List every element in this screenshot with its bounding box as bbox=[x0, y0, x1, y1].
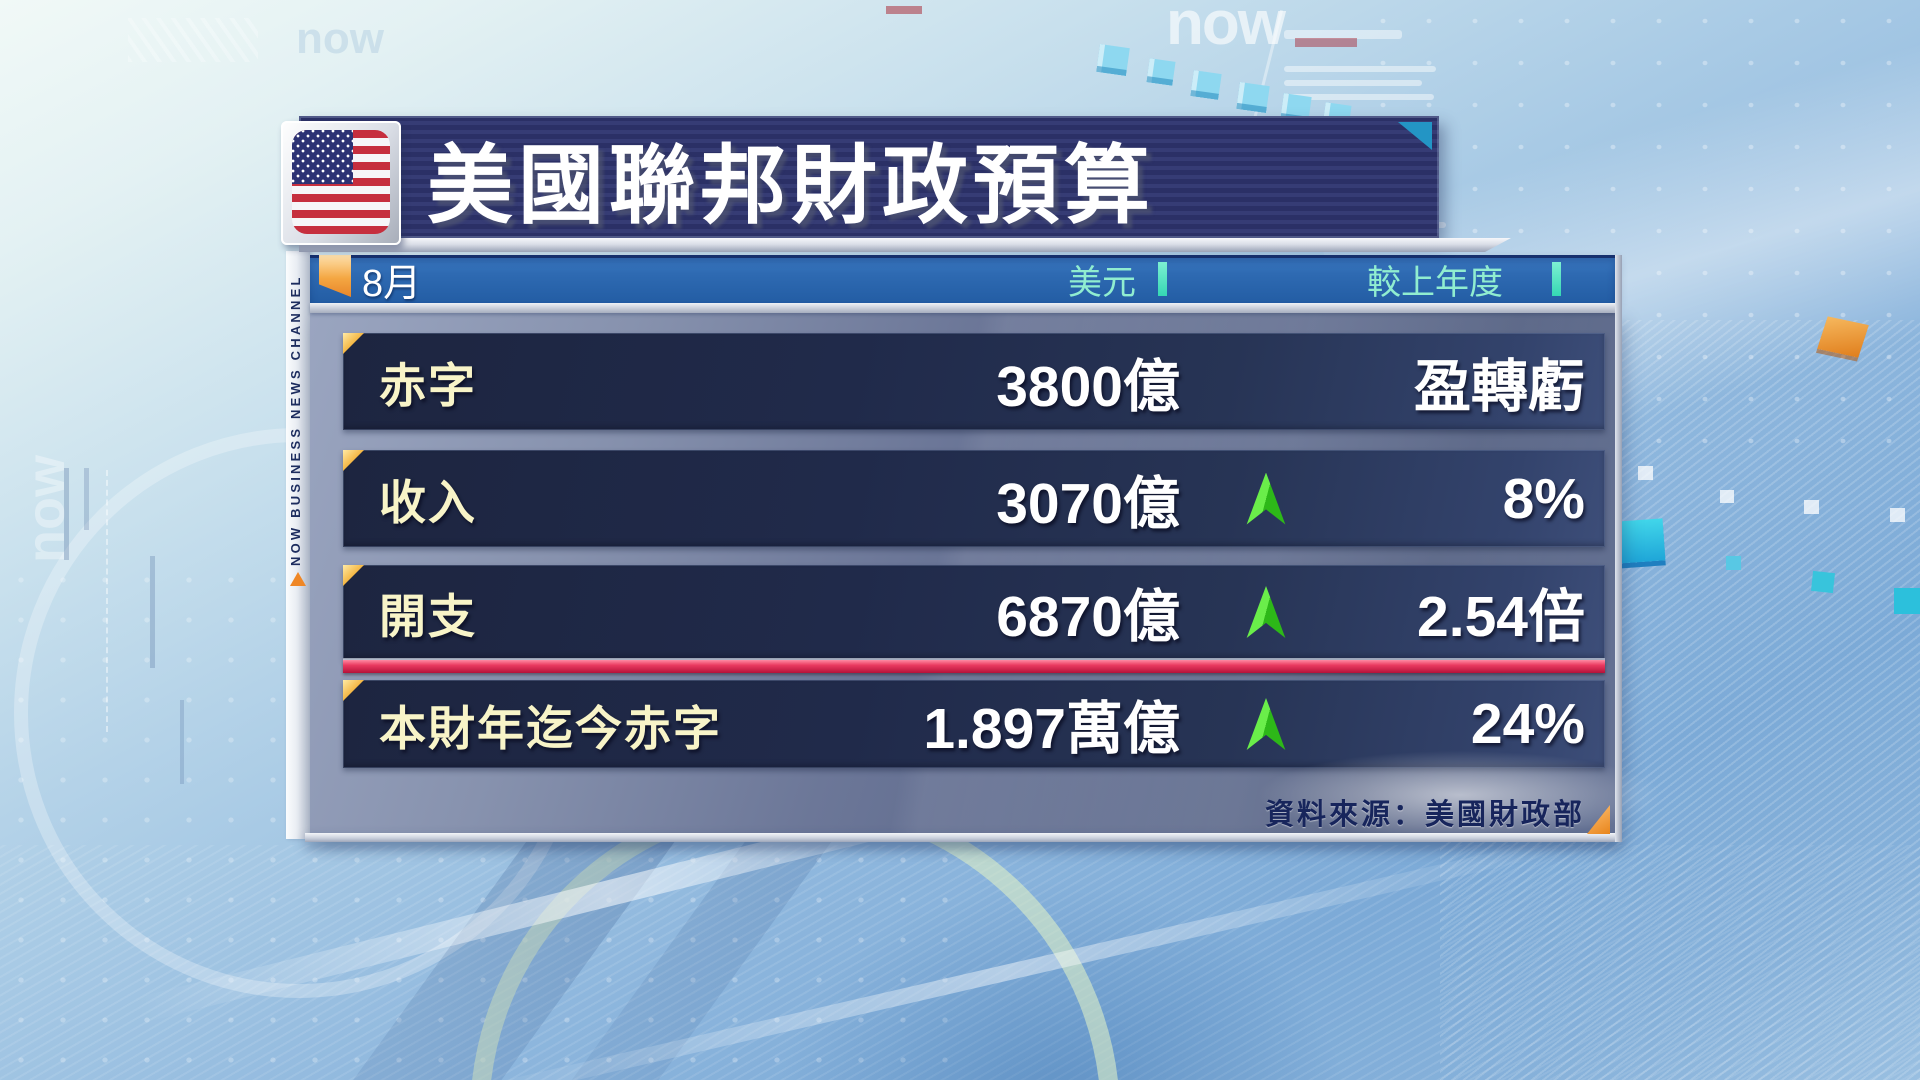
channel-strip bbox=[286, 251, 310, 839]
white-square-icon bbox=[1804, 500, 1819, 514]
channel-label: NOW BUSINESS NEWS CHANNEL bbox=[288, 274, 303, 566]
row-label: 赤字 bbox=[379, 359, 477, 412]
bg-dash-pattern bbox=[128, 18, 258, 62]
us-flag-canton bbox=[292, 130, 353, 185]
cube-icon bbox=[1236, 82, 1270, 113]
table-row: 收入 3070億 8% bbox=[343, 450, 1605, 547]
teal-square-icon bbox=[1894, 588, 1920, 614]
row-change: 24% bbox=[1470, 692, 1585, 756]
bookmark-icon bbox=[319, 255, 351, 297]
bg-faint-text-line bbox=[1284, 30, 1402, 39]
bg-side-text-column bbox=[150, 556, 155, 668]
bg-side-text-column bbox=[84, 468, 89, 530]
corner-fold-icon bbox=[343, 450, 364, 471]
page-title: 美國聯邦財政預算 bbox=[427, 137, 1155, 234]
us-flag-icon bbox=[281, 121, 401, 245]
corner-fold-icon bbox=[343, 333, 364, 354]
separator-line bbox=[343, 660, 1605, 673]
title-bar-base bbox=[299, 238, 1511, 252]
table-header-bar: 8月 美元 較上年度 bbox=[310, 255, 1615, 305]
corner-fold-icon bbox=[343, 565, 364, 586]
bg-red-mark bbox=[1295, 38, 1357, 47]
title-bar: 美國聯邦財政預算 bbox=[299, 116, 1439, 238]
bg-faint-text-line bbox=[1284, 94, 1434, 100]
cube-icon bbox=[1146, 58, 1176, 86]
now-watermark: now bbox=[296, 14, 384, 63]
bg-faint-text-line bbox=[1284, 80, 1422, 86]
header-base-strip bbox=[310, 303, 1615, 313]
column-divider bbox=[1552, 262, 1561, 296]
bg-side-text-column bbox=[180, 700, 184, 784]
source-attribution: 資料來源：美國財政部 bbox=[1264, 799, 1585, 831]
row-value: 1.897萬億 bbox=[923, 697, 1180, 761]
row-label: 本財年迄今赤字 bbox=[379, 701, 722, 755]
now-watermark: now bbox=[1166, 0, 1286, 58]
data-panel: 赤字 3800億 盈轉虧 收入 3070億 8% 開支 6870億 2.54倍 … bbox=[310, 313, 1670, 841]
teal-square-icon bbox=[1614, 518, 1666, 564]
column-header-yoy: 較上年度 bbox=[1367, 263, 1503, 302]
teal-square-icon bbox=[1726, 556, 1741, 570]
bg-red-mark bbox=[886, 6, 922, 14]
row-label: 開支 bbox=[379, 589, 477, 643]
row-change: 盈轉虧 bbox=[1414, 354, 1585, 419]
row-label: 收入 bbox=[379, 476, 477, 529]
white-square-icon bbox=[1720, 490, 1734, 503]
up-arrow-icon bbox=[1246, 586, 1286, 638]
column-divider bbox=[1158, 262, 1167, 296]
column-header-usd: 美元 bbox=[1068, 263, 1136, 302]
up-arrow-icon bbox=[1246, 698, 1286, 750]
row-change: 2.54倍 bbox=[1417, 585, 1585, 649]
cube-icon bbox=[1096, 44, 1130, 76]
row-value: 3800億 bbox=[996, 354, 1180, 419]
row-value: 3070億 bbox=[996, 471, 1180, 536]
panel-right-edge bbox=[1615, 255, 1622, 842]
bg-faint-text-line bbox=[1284, 66, 1436, 72]
table-row: 赤字 3800億 盈轉虧 bbox=[343, 333, 1605, 430]
up-arrow-icon bbox=[1246, 472, 1286, 525]
panel-bottom-edge bbox=[305, 833, 1620, 842]
white-square-icon bbox=[1638, 466, 1653, 480]
cube-icon bbox=[1190, 70, 1222, 100]
table-row: 開支 6870億 2.54倍 bbox=[343, 565, 1605, 659]
row-value: 6870億 bbox=[996, 585, 1180, 649]
corner-fold-icon bbox=[343, 680, 364, 701]
bg-dashed-line bbox=[106, 470, 108, 732]
teal-square-icon bbox=[1811, 570, 1835, 594]
row-change: 8% bbox=[1502, 466, 1585, 531]
period-label: 8月 bbox=[362, 262, 422, 305]
corner-notch-icon bbox=[1398, 122, 1432, 150]
bg-side-text-column bbox=[64, 468, 69, 560]
us-flag-stripes bbox=[292, 130, 390, 234]
white-square-icon bbox=[1890, 508, 1905, 522]
